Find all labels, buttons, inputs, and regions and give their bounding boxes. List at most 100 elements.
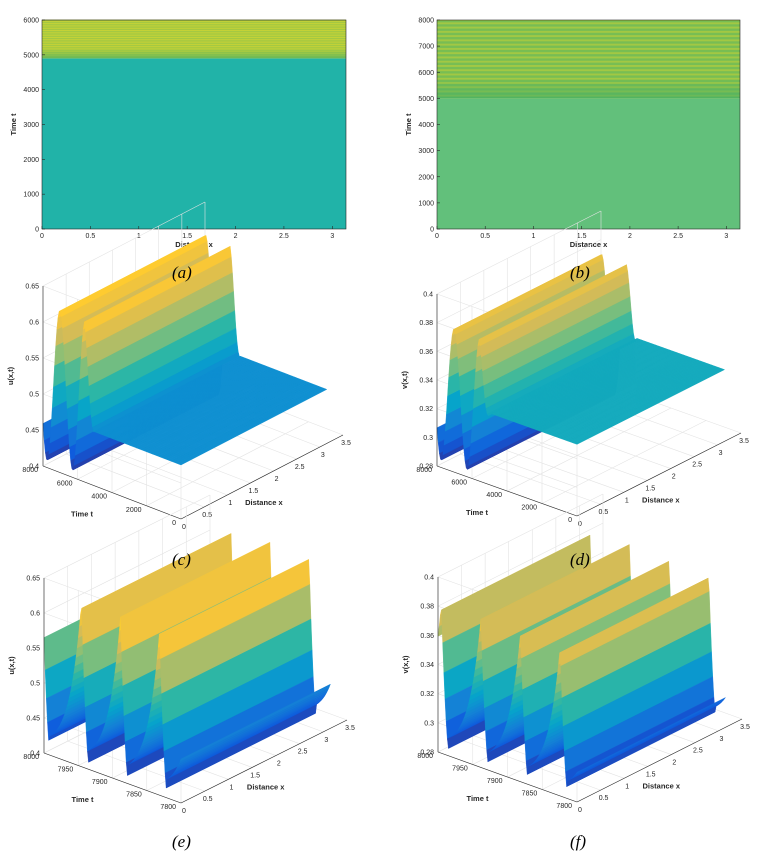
y-tick-label: 0 — [568, 517, 572, 524]
x-tick-label: 1 — [625, 497, 629, 504]
heatmap-stripe — [437, 23, 740, 24]
y-tick-label: 7950 — [58, 767, 74, 774]
x-tick-label: 3.5 — [740, 724, 750, 731]
heatmap-stripe — [437, 66, 740, 68]
y-tick-label: 1000 — [418, 200, 434, 207]
x-axis-line — [576, 432, 742, 517]
caption-c: (c) — [172, 550, 191, 569]
x-tick-label: 2.5 — [298, 749, 308, 756]
heatmap-stripe — [437, 65, 740, 66]
y-tick-label: 2000 — [23, 157, 39, 164]
heatmap-stripe — [42, 22, 346, 24]
y-tick-label: 6000 — [23, 18, 39, 25]
heatmap-stripe — [42, 24, 346, 26]
heatmap-stripe — [42, 28, 346, 30]
z-tick-label: 0.28 — [420, 750, 434, 757]
heatmap-stripe — [437, 87, 740, 88]
heatmap-stripe — [42, 55, 346, 57]
heatmap-stripe — [42, 34, 346, 36]
heatmap-stripe — [42, 29, 346, 30]
heatmap-stripe — [437, 40, 740, 41]
x-tick-label: 0 — [182, 808, 186, 815]
x-tick-label: 3 — [324, 737, 328, 744]
z-tick-label: 0.36 — [419, 349, 433, 356]
heatmap-stripe — [42, 37, 346, 39]
x-tick-label: 1.5 — [646, 771, 656, 778]
heatmap-stripe — [437, 46, 740, 48]
z-tick-label: 0.32 — [420, 691, 434, 698]
heatmap-stripe — [437, 85, 740, 87]
heatmap-stripe — [437, 45, 740, 47]
x-tick-label: 1.5 — [577, 233, 587, 240]
heatmap-stripe — [437, 72, 740, 74]
x-tick-label: 3 — [321, 452, 325, 459]
heatmap-stripe — [42, 29, 346, 31]
heatmap-stripe — [42, 50, 346, 51]
z-tick-label: 0.55 — [26, 646, 40, 653]
x-tick-label: 2.5 — [295, 464, 305, 471]
x-tick-label: 3 — [330, 233, 334, 240]
heatmap-stripe — [437, 88, 740, 90]
heatmap-stripe — [42, 27, 346, 29]
surface-patch — [179, 683, 331, 763]
surface — [42, 235, 328, 471]
x-tick-label: 0 — [40, 233, 44, 240]
heatmap-stripe — [437, 70, 740, 71]
y-tick-label: 7000 — [418, 44, 434, 51]
z-tick-label: 0.6 — [30, 611, 40, 618]
y-tick-label: 7900 — [92, 779, 108, 786]
heatmap-stripe — [437, 79, 740, 81]
heatmap-stripe — [42, 52, 346, 53]
z-axis-label: u(x,t) — [6, 366, 15, 385]
heatmap-stripe — [42, 43, 346, 45]
heatmap-stripe — [42, 49, 346, 50]
x-tick-label: 2 — [672, 474, 676, 481]
surface — [436, 254, 726, 470]
x-tick-label: 3.5 — [739, 438, 749, 445]
x-tick-label: 0 — [182, 524, 186, 531]
x-axis-line — [576, 718, 743, 803]
y-tick-label: 5000 — [23, 52, 39, 59]
heatmap-stripe — [42, 49, 346, 51]
heatmap-stripe — [42, 53, 346, 55]
surface — [43, 533, 331, 789]
y-tick-label: 4000 — [23, 87, 39, 94]
x-tick-label: 0.5 — [202, 512, 212, 519]
x-tick-label: 2 — [672, 760, 676, 767]
heatmap-stripe — [437, 81, 740, 83]
y-axis-label: Time t — [466, 508, 488, 517]
y-axis-label: Time t — [72, 795, 94, 804]
caption-e: (e) — [172, 832, 191, 851]
surface-patch — [179, 388, 328, 466]
heatmap-stripe — [42, 40, 346, 42]
heatmap-stripe — [437, 89, 740, 91]
heatmap-stripe — [437, 38, 740, 40]
y-tick-label: 7850 — [126, 792, 142, 799]
heatmap-stripe — [42, 22, 346, 23]
heatmap-stripe — [437, 54, 740, 56]
heatmap-stripe — [42, 42, 346, 44]
grid-line — [506, 407, 672, 492]
y-tick-label: 3000 — [23, 122, 39, 129]
heatmap-stripe — [42, 31, 346, 33]
y-tick-label: 4000 — [418, 122, 434, 129]
heatmap-stripe — [42, 56, 346, 57]
y-tick-label: 7850 — [522, 791, 538, 798]
x-tick-label: 0 — [435, 233, 439, 240]
x-tick-label: 1.5 — [182, 233, 192, 240]
heatmap-stripe — [437, 92, 740, 94]
heatmap-stripe — [437, 97, 740, 99]
z-tick-label: 0.4 — [424, 575, 434, 582]
heatmap-stripe — [42, 24, 346, 25]
heatmap-stripe — [42, 26, 346, 27]
z-tick-label: 0.38 — [419, 320, 433, 327]
x-tick-label: 2 — [628, 233, 632, 240]
y-tick-label: 7800 — [160, 804, 176, 811]
heatmap-stripe — [437, 28, 740, 30]
heatmap-stripe — [437, 41, 740, 43]
y-tick-label: 3000 — [418, 148, 434, 155]
y-axis-line — [437, 751, 578, 803]
x-tick-label: 0.5 — [480, 233, 490, 240]
